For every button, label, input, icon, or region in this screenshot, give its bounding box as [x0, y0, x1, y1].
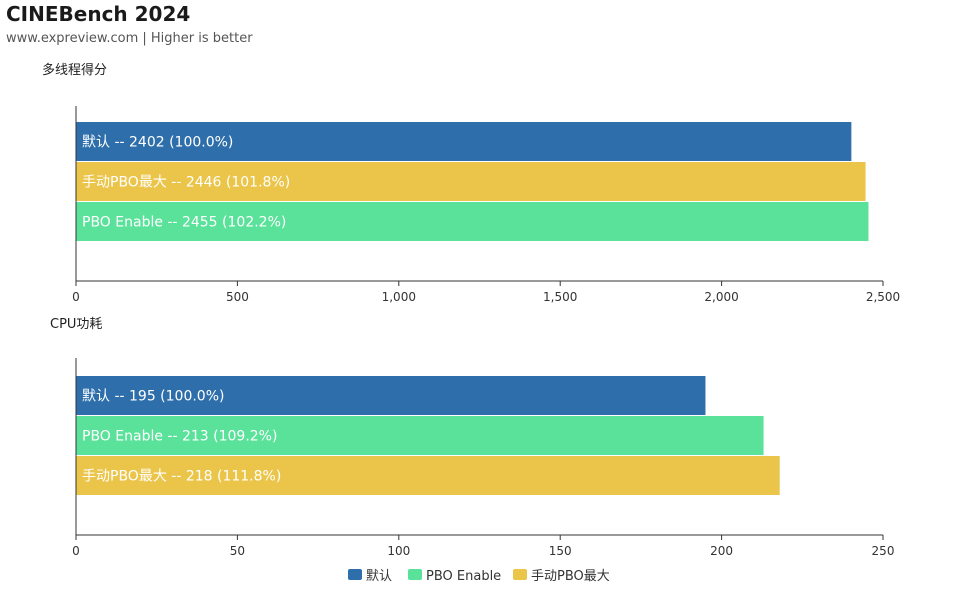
legend-swatch [408, 569, 422, 580]
bar [76, 202, 869, 241]
x-tick-label: 500 [226, 290, 249, 304]
bar [76, 376, 706, 415]
bar-label: 手动PBO最大 -- 2446 (101.8%) [82, 175, 290, 191]
x-tick-label: 150 [549, 544, 572, 558]
x-tick-label: 100 [387, 544, 410, 558]
bar [76, 122, 852, 161]
panel-title: CPU功耗 [50, 317, 102, 332]
legend-label: 手动PBO最大 [531, 569, 610, 584]
chart-subtitle: www.expreview.com | Higher is better [6, 31, 253, 46]
x-tick-label: 250 [872, 544, 895, 558]
x-tick-label: 1,500 [543, 290, 577, 304]
x-tick-label: 0 [72, 290, 80, 304]
bar [76, 162, 866, 201]
bar-label: 默认 -- 2402 (100.0%) [82, 135, 233, 151]
legend-swatch [348, 569, 362, 580]
x-tick-label: 1,000 [382, 290, 416, 304]
legend-label: 默认 [366, 568, 392, 584]
chart-title: CINEBench 2024 [6, 2, 191, 26]
x-tick-label: 200 [710, 544, 733, 558]
bar [76, 456, 780, 495]
legend-swatch [513, 569, 527, 580]
bar-label: 手动PBO最大 -- 218 (111.8%) [82, 469, 281, 485]
x-tick-label: 2,500 [866, 290, 900, 304]
panel-title: 多线程得分 [42, 62, 107, 78]
bar-label: 默认 -- 195 (100.0%) [82, 389, 224, 405]
x-tick-label: 0 [72, 544, 80, 558]
bar-label: PBO Enable -- 213 (109.2%) [82, 429, 277, 445]
legend-label: PBO Enable [426, 569, 501, 584]
x-tick-label: 2,000 [704, 290, 738, 304]
bar [76, 416, 764, 455]
bar-label: PBO Enable -- 2455 (102.2%) [82, 215, 286, 231]
x-tick-label: 50 [230, 544, 245, 558]
